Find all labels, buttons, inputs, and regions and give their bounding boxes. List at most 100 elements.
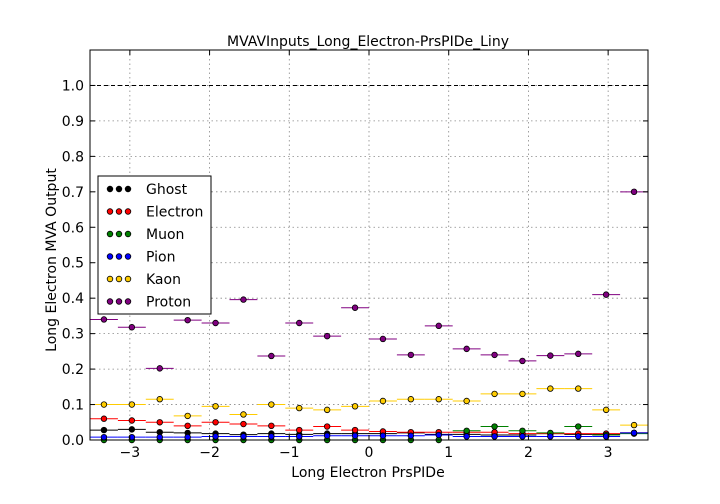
data-point bbox=[100, 316, 108, 323]
data-point bbox=[212, 319, 219, 327]
data-point bbox=[156, 365, 163, 372]
legend-marker bbox=[106, 185, 114, 193]
y-tick-label: 1.0 bbox=[62, 78, 84, 94]
legend-marker bbox=[106, 275, 114, 283]
data-point bbox=[463, 345, 470, 353]
x-tick-label: −2 bbox=[199, 445, 220, 461]
data-point bbox=[630, 421, 638, 429]
data-point bbox=[296, 433, 303, 440]
data-point bbox=[379, 335, 387, 343]
legend-marker bbox=[115, 298, 123, 305]
legend-marker bbox=[124, 275, 132, 283]
legend-marker bbox=[124, 208, 132, 215]
data-point bbox=[547, 352, 554, 359]
data-point bbox=[296, 319, 303, 327]
data-point bbox=[212, 433, 219, 440]
data-point bbox=[212, 419, 219, 426]
legend-marker bbox=[106, 298, 114, 305]
data-point bbox=[323, 406, 331, 414]
legend-marker bbox=[106, 253, 114, 260]
data-point bbox=[351, 403, 359, 410]
data-point bbox=[463, 397, 470, 405]
legend-label: Proton bbox=[146, 295, 191, 311]
y-axis-label: Long Electron MVA Output bbox=[44, 168, 60, 352]
x-tick-label: 3 bbox=[604, 445, 613, 461]
y-tick-label: 0.5 bbox=[62, 256, 84, 272]
data-point bbox=[491, 351, 498, 359]
y-tick-label: 0.4 bbox=[62, 291, 84, 307]
data-point bbox=[100, 426, 108, 434]
data-point bbox=[296, 426, 303, 434]
data-point bbox=[407, 396, 415, 403]
data-point bbox=[268, 433, 275, 440]
data-point bbox=[407, 351, 415, 359]
data-point bbox=[268, 352, 275, 360]
data-point bbox=[547, 433, 554, 440]
data-point bbox=[519, 390, 526, 398]
series-pion bbox=[90, 429, 648, 441]
chart-title: MVAVInputs_Long_Electron-PrsPIDe_Liny bbox=[227, 34, 509, 50]
x-tick-label: 0 bbox=[365, 445, 374, 461]
data-point bbox=[156, 419, 163, 426]
data-point bbox=[379, 432, 387, 439]
data-point bbox=[240, 411, 247, 418]
legend-marker bbox=[115, 208, 123, 215]
y-tick-label: 0.3 bbox=[62, 327, 84, 343]
y-tick-label: 0.6 bbox=[62, 220, 84, 236]
data-point bbox=[156, 433, 163, 441]
series-kaon bbox=[90, 385, 648, 429]
legend-label: Kaon bbox=[146, 272, 181, 288]
data-point bbox=[575, 385, 582, 392]
legend-marker bbox=[124, 298, 132, 305]
data-point bbox=[463, 433, 470, 440]
data-point bbox=[519, 357, 526, 365]
y-tick-label: 0.2 bbox=[62, 362, 84, 378]
legend-box bbox=[97, 175, 212, 315]
data-point bbox=[575, 423, 582, 430]
data-point bbox=[156, 396, 163, 403]
data-point bbox=[128, 417, 136, 424]
data-point bbox=[128, 401, 136, 408]
data-point bbox=[351, 304, 359, 311]
data-point bbox=[547, 385, 554, 392]
data-point bbox=[100, 401, 108, 408]
data-point bbox=[435, 396, 442, 403]
data-point bbox=[323, 332, 331, 340]
data-point bbox=[351, 426, 359, 434]
data-point bbox=[128, 426, 136, 433]
x-axis-label: Long Electron PrsPIDe bbox=[291, 465, 444, 481]
legend-marker bbox=[115, 230, 123, 238]
legend-marker bbox=[124, 253, 132, 260]
data-point bbox=[212, 403, 219, 410]
data-point bbox=[351, 432, 359, 439]
data-point bbox=[184, 422, 191, 430]
legend-label: Muon bbox=[146, 227, 184, 243]
data-point bbox=[630, 188, 638, 196]
legend-marker bbox=[124, 230, 132, 238]
data-point bbox=[435, 431, 442, 439]
series-proton bbox=[90, 188, 648, 372]
legend-marker bbox=[115, 253, 123, 260]
data-point bbox=[491, 423, 498, 430]
data-point bbox=[602, 433, 610, 440]
y-tick-label: 0.1 bbox=[62, 398, 84, 414]
data-point bbox=[435, 322, 442, 330]
y-tick-label: 0.8 bbox=[62, 149, 84, 165]
data-point bbox=[575, 350, 582, 358]
data-point bbox=[323, 423, 331, 430]
data-point bbox=[602, 406, 610, 414]
data-point bbox=[240, 433, 247, 440]
data-point bbox=[184, 316, 191, 324]
data-point bbox=[602, 291, 610, 298]
x-tick-label: −3 bbox=[120, 445, 141, 461]
data-point bbox=[407, 432, 415, 439]
x-tick-label: 1 bbox=[444, 445, 453, 461]
x-tick-label: 2 bbox=[524, 445, 533, 461]
data-point bbox=[240, 420, 247, 428]
y-tick-label: 0.0 bbox=[62, 433, 84, 449]
axis-ticks: −3 −2 −1 0 1 2 3 0.0 0.1 0.2 0.3 0.4 0.5 0.6 0.7 0.8 0.9… bbox=[62, 50, 648, 461]
legend-marker bbox=[115, 275, 123, 283]
data-point bbox=[379, 397, 387, 405]
legend-marker bbox=[106, 230, 114, 238]
data-point bbox=[491, 433, 498, 440]
